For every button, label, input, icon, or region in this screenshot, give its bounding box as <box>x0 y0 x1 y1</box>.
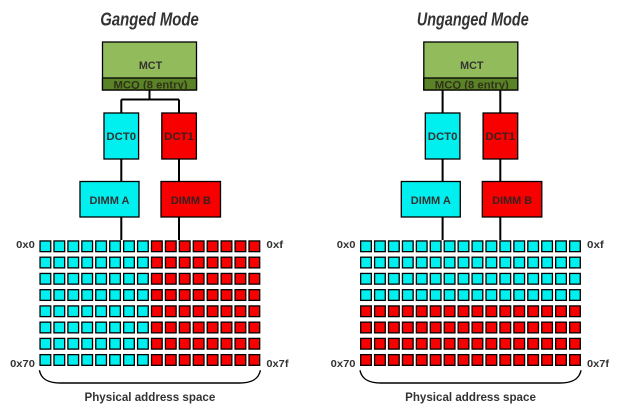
svg-text:0x0: 0x0 <box>337 239 356 251</box>
svg-text:0xf: 0xf <box>587 239 604 251</box>
svg-text:MCQ (8 entry): MCQ (8 entry) <box>114 80 188 92</box>
svg-text:Ganged Mode: Ganged Mode <box>100 10 199 30</box>
svg-text:0x70: 0x70 <box>10 358 35 370</box>
svg-text:0x0: 0x0 <box>16 239 35 251</box>
svg-text:DCT1: DCT1 <box>485 131 515 143</box>
svg-text:MCT: MCT <box>460 60 484 72</box>
svg-text:DIMM A: DIMM A <box>411 195 451 207</box>
svg-text:DCT1: DCT1 <box>164 131 194 143</box>
svg-text:0x7f: 0x7f <box>266 358 289 370</box>
svg-text:0x70: 0x70 <box>331 358 356 370</box>
svg-text:Unganged Mode: Unganged Mode <box>417 10 529 30</box>
svg-text:DCT0: DCT0 <box>428 131 458 143</box>
svg-text:MCQ (8 entry): MCQ (8 entry) <box>435 80 509 92</box>
svg-text:DIMM B: DIMM B <box>171 195 211 207</box>
svg-text:DIMM A: DIMM A <box>90 195 130 207</box>
svg-text:DIMM B: DIMM B <box>492 195 532 207</box>
svg-text:Physical address space: Physical address space <box>405 390 536 404</box>
svg-text:MCT: MCT <box>139 60 163 72</box>
svg-text:Physical address space: Physical address space <box>84 390 215 404</box>
svg-text:0xf: 0xf <box>266 239 283 251</box>
svg-text:0x7f: 0x7f <box>587 358 610 370</box>
svg-text:DCT0: DCT0 <box>106 131 136 143</box>
